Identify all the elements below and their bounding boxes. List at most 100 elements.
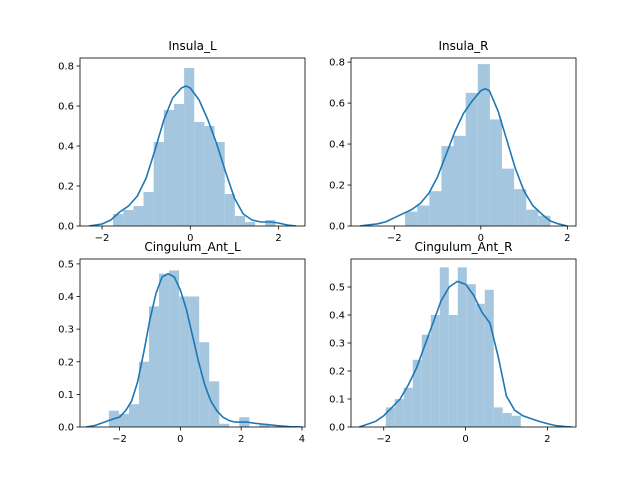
y-tick-label: 0.0	[58, 222, 74, 233]
histogram-bar	[204, 126, 215, 226]
x-tick-label: 2	[275, 233, 281, 244]
y-tick-label: 0.4	[329, 311, 345, 322]
histogram-bar	[219, 423, 230, 427]
x-tick-label: 2	[564, 233, 570, 244]
histogram-bar	[465, 92, 478, 226]
x-tick-label: 2	[544, 434, 550, 445]
histogram-bar	[224, 194, 235, 226]
histogram-bar	[259, 423, 270, 427]
y-tick-label: 0.2	[58, 357, 74, 368]
y-tick-label: 0.4	[58, 292, 74, 303]
kde-line	[359, 87, 568, 226]
histogram-bar	[477, 64, 490, 226]
histogram-bar	[153, 142, 164, 226]
histogram-bar	[475, 303, 485, 427]
histogram-bar	[184, 68, 195, 226]
x-tick-label: 2	[238, 434, 244, 445]
histogram-bar	[484, 289, 494, 427]
histogram-bar	[417, 205, 430, 226]
kde-line	[88, 85, 297, 226]
plot-area	[358, 267, 572, 427]
y-tick-label: 0.0	[329, 423, 345, 434]
x-tick-label: 0	[462, 434, 468, 445]
histogram-bar	[385, 407, 395, 427]
histogram-bar	[493, 407, 503, 427]
subplot-insula-r: −2 0 2 0.0 0.2 0.4 0.6 0.8 Insula_R	[329, 39, 577, 244]
histogram-bar	[118, 413, 129, 427]
histogram-bar	[514, 189, 527, 226]
histogram-bar	[169, 270, 180, 427]
histogram-bar	[448, 315, 458, 427]
histogram-bar	[123, 210, 134, 226]
x-tick-label: −2	[376, 434, 391, 445]
histogram-bar	[489, 119, 503, 226]
histogram-bar	[394, 399, 404, 427]
histogram-bar	[133, 206, 144, 226]
axes-frame	[79, 258, 306, 428]
plot-area	[359, 64, 568, 226]
histogram-bar	[113, 214, 124, 226]
histogram-bar	[179, 296, 190, 427]
histogram-bar	[189, 296, 200, 427]
kde-line	[358, 280, 572, 427]
y-tick-label: 0.3	[58, 325, 74, 336]
y-tick-label: 0.2	[329, 181, 345, 192]
x-tick-label: −2	[112, 434, 127, 445]
y-tick-label: 0.6	[329, 99, 345, 110]
histogram-bar	[163, 110, 174, 226]
histogram-bar	[466, 284, 476, 427]
y-tick-label: 0.5	[58, 259, 74, 270]
histogram-bar	[173, 104, 185, 226]
axes-frame	[79, 57, 306, 227]
kde-line	[85, 272, 302, 427]
histogram-bar	[457, 267, 467, 427]
histogram-bar	[234, 216, 245, 226]
y-tick-label: 0.4	[329, 140, 345, 151]
histogram-bar	[526, 209, 539, 226]
histogram-bar	[405, 211, 418, 226]
x-tick-label: 4	[299, 434, 305, 445]
histogram-bar	[265, 220, 276, 226]
x-tick-label: 0	[177, 434, 183, 445]
histogram-bar	[502, 168, 515, 226]
histogram-bar	[143, 192, 154, 226]
subplot-title: Cingulum_Ant_R	[414, 240, 512, 254]
histogram-bar	[439, 267, 449, 427]
y-tick-label: 0.1	[329, 395, 345, 406]
subplot-cingulum-ant-r: −2 0 2 0.0 0.1 0.2 0.3 0.4 0.5 Cingulum_Ant_R	[329, 240, 577, 445]
histogram-bar	[430, 315, 440, 427]
histogram-bar	[429, 191, 442, 226]
subplot-title: Insula_L	[168, 39, 217, 53]
y-tick-label: 0.4	[58, 142, 74, 153]
x-tick-label: 0	[478, 233, 484, 244]
y-tick-label: 0.3	[329, 339, 345, 350]
histogram-bar	[209, 381, 220, 427]
subplot-cingulum-ant-l: −2 0 2 4 0.0 0.1 0.2 0.3 0.4 0.5 Cingulum_Ant_L	[58, 240, 306, 445]
histogram-bar	[511, 415, 521, 427]
y-tick-label: 0.1	[58, 390, 74, 401]
histogram-bar	[128, 404, 139, 427]
histogram-bar	[214, 142, 225, 226]
y-tick-label: 0.8	[58, 62, 74, 73]
y-tick-label: 0.6	[58, 102, 74, 113]
x-tick-label: −2	[95, 233, 110, 244]
axes-frame	[350, 57, 577, 227]
histogram-bar	[412, 359, 422, 427]
histogram-bar	[194, 122, 205, 226]
histogram-bar	[421, 334, 431, 427]
histogram-bar	[441, 146, 454, 226]
y-tick-label: 0.8	[329, 58, 345, 69]
histogram-bar	[538, 215, 551, 226]
x-tick-label: −2	[387, 233, 402, 244]
histogram-bar	[138, 361, 150, 427]
subplot-insula-l: −2 0 2 0.0 0.2 0.4 0.6 0.8 Insula_L	[58, 39, 306, 244]
histogram-bar	[159, 273, 170, 427]
y-tick-label: 0.0	[58, 423, 74, 434]
y-tick-label: 0.5	[329, 283, 345, 294]
histogram-bar	[403, 387, 413, 427]
y-tick-label: 0.2	[329, 367, 345, 378]
x-tick-label: 0	[187, 233, 193, 244]
y-tick-label: 0.2	[58, 182, 74, 193]
